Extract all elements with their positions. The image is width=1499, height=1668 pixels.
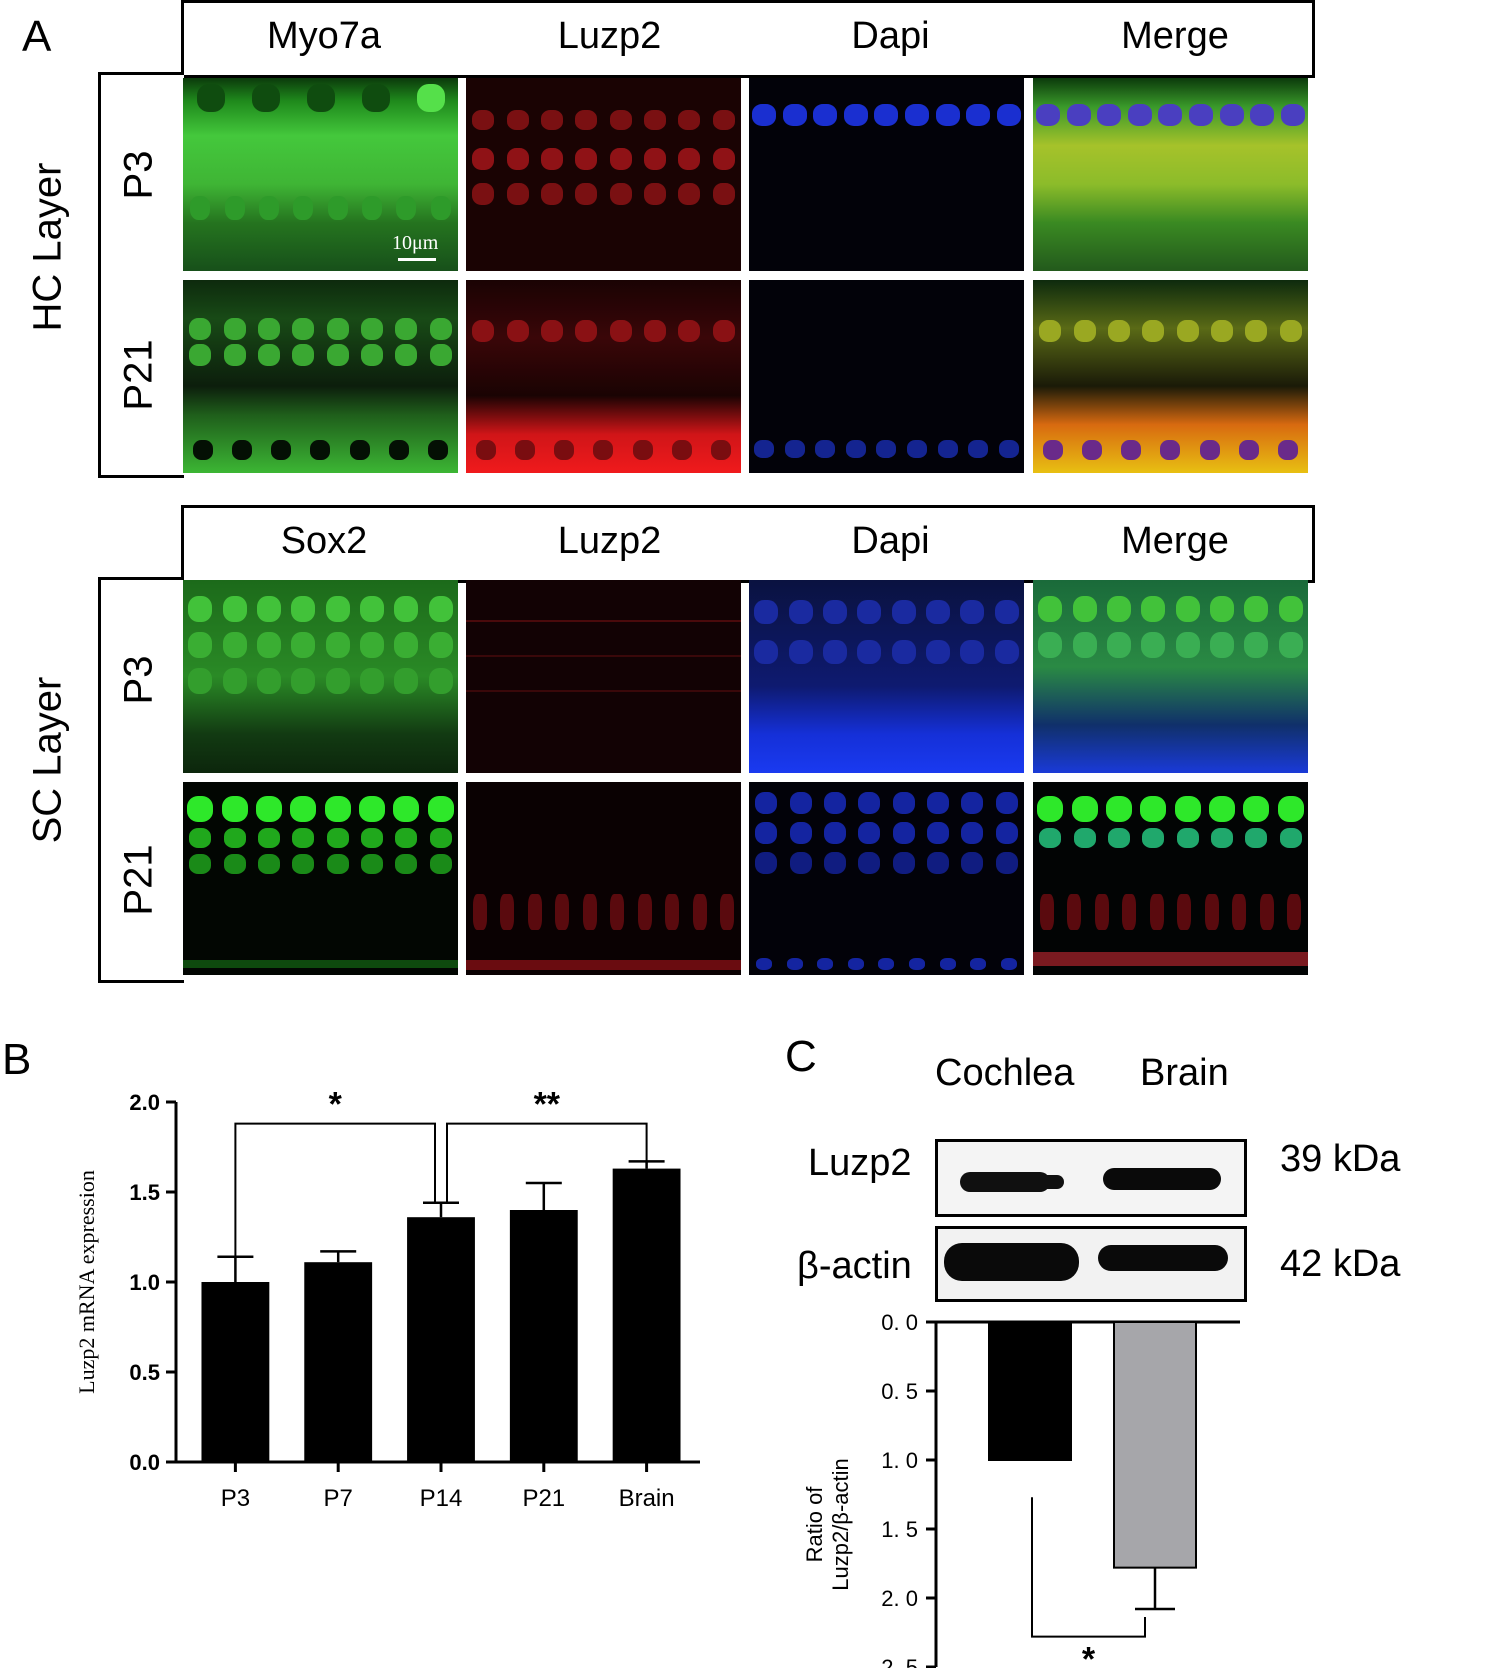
scale-bar-label: 10μm [392, 232, 439, 254]
micrograph-hc-p3-dapi [749, 78, 1024, 271]
significance-bracket [1031, 1497, 1146, 1638]
panel-label-b: B [2, 1035, 32, 1084]
y-tick-label: 2. 0 [881, 1586, 918, 1611]
y-tick-label: 1. 5 [881, 1517, 918, 1542]
y-tick-label: 0.0 [129, 1450, 160, 1475]
significance-label: ** [534, 1086, 561, 1124]
significance-label: * [1082, 1641, 1096, 1668]
column-label: Myo7a [266, 15, 382, 57]
column-label: Luzp2 [557, 520, 662, 562]
panel-label-c: C [785, 1032, 817, 1081]
bar-cochlea [988, 1321, 1072, 1461]
y-tick-label: 0.5 [129, 1360, 160, 1385]
lane-label-brain: Brain [1140, 1052, 1229, 1094]
bar-p21 [509, 1210, 578, 1462]
y-tick-label: 0. 0 [881, 1310, 918, 1335]
chart-c-ratio: 0. 0 0. 5 1. 0 1. 5 2. 0 2. 5 Ratio of Luzp2/β-… [802, 1310, 1240, 1668]
column-label: Merge [1121, 15, 1229, 57]
column-label: Dapi [851, 520, 930, 562]
y-tick-label: 1.0 [129, 1270, 160, 1295]
blot-beta-actin [935, 1226, 1247, 1302]
scale-bar-line [398, 258, 436, 261]
x-tick-label: P3 [221, 1485, 250, 1512]
sc-layer-label: SC Layer [25, 676, 70, 844]
bar-p7 [304, 1262, 373, 1462]
sc-column-header: Sox2 Luzp2 Dapi Merge [181, 505, 1315, 583]
y-axis-label-line1: Ratio of [802, 1486, 827, 1563]
micrograph-sc-p3-dapi [749, 580, 1024, 773]
x-tick-label: P14 [420, 1485, 463, 1512]
bar-brain [1113, 1321, 1197, 1569]
y-axis-label-line2: Luzp2/β-actin [828, 1458, 853, 1591]
micrograph-sc-p3-luzp2 [466, 580, 741, 773]
micrograph-hc-p21-myo7a [183, 280, 458, 473]
significance-label: * [329, 1086, 343, 1124]
hc-row-label-box [98, 72, 184, 478]
micrograph-hc-p21-merge [1033, 280, 1308, 473]
blot-luzp2 [935, 1139, 1247, 1217]
row-label-p21: P21 [116, 844, 161, 916]
y-tick-label: 1. 0 [881, 1448, 918, 1473]
y-tick-label: 2. 5 [881, 1655, 918, 1668]
micrograph-hc-p21-dapi [749, 280, 1024, 473]
hc-column-header: Myo7a Luzp2 Dapi Merge [181, 0, 1315, 78]
micrograph-hc-p3-luzp2 [466, 78, 741, 271]
hc-layer-label: HC Layer [25, 162, 70, 332]
bar-p3 [201, 1282, 270, 1462]
blot-size-luzp2: 39 kDa [1280, 1138, 1401, 1180]
y-axis-label: Luzp2 mRNA expression [74, 1170, 99, 1394]
column-label: Merge [1121, 520, 1229, 562]
x-tick-label: P21 [522, 1485, 565, 1512]
micrograph-sc-p3-sox2 [183, 580, 458, 773]
micrograph-sc-p21-dapi [749, 782, 1024, 975]
significance-bracket [446, 1122, 648, 1203]
row-label-p3: P3 [116, 150, 161, 200]
sc-row-label-box [98, 577, 184, 983]
significance-bracket [234, 1122, 436, 1257]
y-tick-label: 2.0 [129, 1090, 160, 1115]
micrograph-sc-p21-merge [1033, 782, 1308, 975]
micrograph-hc-p3-myo7a [183, 78, 458, 271]
micrograph-sc-p21-sox2 [183, 782, 458, 975]
row-label-p3: P3 [116, 655, 161, 705]
blot-label-luzp2: Luzp2 [808, 1142, 912, 1184]
blot-label-beta-actin: β-actin [797, 1245, 912, 1287]
micrograph-hc-p3-merge [1033, 78, 1308, 271]
micrograph-sc-p21-luzp2 [466, 782, 741, 975]
panel-label-a: A [22, 12, 52, 61]
x-tick-label: Brain [619, 1485, 675, 1512]
y-tick-label: 1.5 [129, 1180, 160, 1205]
micrograph-hc-p21-luzp2 [466, 280, 741, 473]
y-tick-label: 0. 5 [881, 1379, 918, 1404]
micrograph-sc-p3-merge [1033, 580, 1308, 773]
column-label: Dapi [851, 15, 930, 57]
lane-label-cochlea: Cochlea [935, 1052, 1075, 1094]
column-label: Luzp2 [557, 15, 662, 57]
column-label: Sox2 [280, 520, 368, 562]
bar-p14 [407, 1217, 475, 1462]
chart-b-mrna-expression: 0.0 0.5 1.0 1.5 2.0 Luzp2 mRNA expression P3 P7… [74, 1086, 700, 1512]
bar-brain [612, 1168, 681, 1462]
x-tick-label: P7 [324, 1485, 353, 1512]
row-label-p21: P21 [116, 339, 161, 411]
blot-size-beta-actin: 42 kDa [1280, 1243, 1401, 1285]
